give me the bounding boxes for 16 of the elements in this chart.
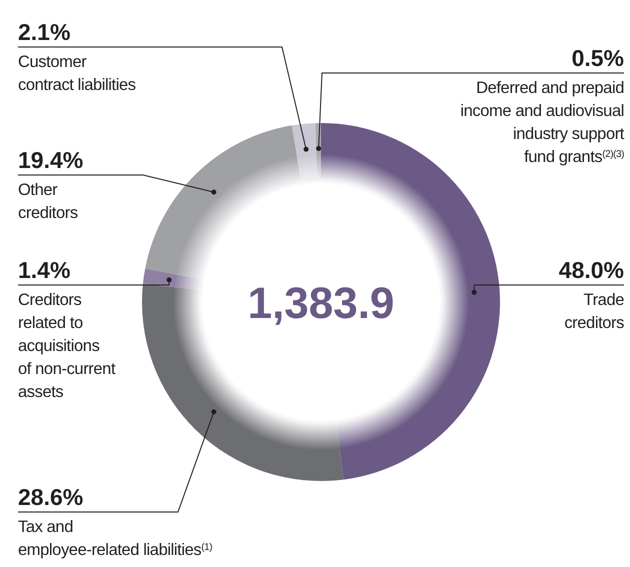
donut-slice bbox=[142, 268, 206, 290]
slice-label: Customer contract liabilities bbox=[18, 53, 136, 94]
donut-slice bbox=[145, 125, 302, 280]
slice-label: Trade creditors bbox=[564, 291, 624, 332]
data-label: 2.1% bbox=[18, 19, 70, 45]
slice-label: Deferred and prepaid income and audiovisual industry support fund grants$^{(2)(3)}$ bbox=[460, 79, 625, 166]
data-label: 28.6% bbox=[18, 484, 84, 510]
slice-label: Tax and employee-related liabilities$^{(1)}$ bbox=[18, 518, 212, 559]
text: 1,383.9 bbox=[248, 279, 394, 328]
slice-label: Creditors related to acquisitions of non-current assets bbox=[18, 291, 116, 401]
slice-label: Other creditors bbox=[18, 181, 78, 222]
data-label: 19.4% bbox=[18, 147, 84, 173]
donut-slice bbox=[292, 123, 318, 186]
data-label: 1.4% bbox=[18, 257, 70, 283]
data-label: 48.0% bbox=[558, 257, 624, 283]
data-label: 0.5% bbox=[572, 45, 624, 71]
